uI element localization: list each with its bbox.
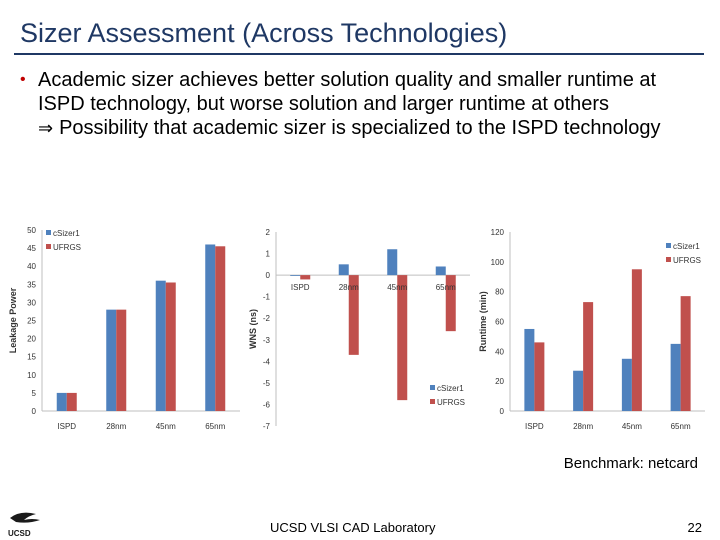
y-tick-label: -7 xyxy=(263,422,271,431)
bar-UFRGS-45nm xyxy=(631,269,642,411)
bar-UFRGS-28nm xyxy=(116,309,127,411)
bar-UFRGS-65nm xyxy=(445,275,456,332)
y-axis-label: Runtime (min) xyxy=(478,291,488,352)
y-tick-label: 50 xyxy=(27,226,36,235)
y-tick-label: 1 xyxy=(266,250,271,259)
bar-UFRGS-45nm xyxy=(397,275,408,401)
legend-entry: cSizer1 xyxy=(53,229,80,238)
slide-title: Sizer Assessment (Across Technologies) xyxy=(20,18,508,48)
x-tick-label: 45nm xyxy=(387,283,407,292)
y-tick-label: 60 xyxy=(495,318,504,327)
x-tick-label: ISPD xyxy=(291,283,310,292)
bar-cSizer1-ISPD xyxy=(524,328,535,411)
bar-cSizer1-45nm xyxy=(621,358,632,411)
y-tick-label: 45 xyxy=(27,244,36,253)
y-axis-label: WNS (ns) xyxy=(248,309,258,349)
legend-swatch xyxy=(46,230,51,235)
y-tick-label: 0 xyxy=(500,407,505,416)
y-tick-label: -2 xyxy=(263,314,271,323)
y-tick-label: -3 xyxy=(263,336,271,345)
bar-cSizer1-65nm xyxy=(205,244,216,411)
y-tick-label: 40 xyxy=(495,347,504,356)
legend-entry: UFRGS xyxy=(53,243,81,252)
x-tick-label: 65nm xyxy=(205,422,225,431)
legend-entry: UFRGS xyxy=(437,398,465,407)
y-tick-label: -6 xyxy=(263,400,271,409)
y-tick-label: 5 xyxy=(32,389,37,398)
y-tick-label: 25 xyxy=(27,317,36,326)
bar-cSizer1-28nm xyxy=(573,370,584,411)
bar-UFRGS-ISPD xyxy=(300,275,311,280)
y-tick-label: 35 xyxy=(27,280,36,289)
x-tick-label: 28nm xyxy=(573,422,593,431)
bar-UFRGS-ISPD xyxy=(534,342,545,411)
x-tick-label: ISPD xyxy=(57,422,76,431)
legend-swatch xyxy=(430,399,435,404)
bar-cSizer1-45nm xyxy=(155,280,166,411)
y-tick-label: 30 xyxy=(27,298,36,307)
benchmark-caption: Benchmark: netcard xyxy=(563,455,698,472)
bar-cSizer1-28nm xyxy=(338,264,349,276)
legend-swatch xyxy=(666,257,671,262)
legend-swatch xyxy=(430,385,435,390)
y-tick-label: 40 xyxy=(27,262,36,271)
y-tick-label: 20 xyxy=(495,377,504,386)
y-tick-label: 0 xyxy=(32,407,37,416)
y-tick-label: 120 xyxy=(491,228,505,237)
y-tick-label: 20 xyxy=(27,335,36,344)
x-tick-label: 28nm xyxy=(106,422,126,431)
y-tick-label: -5 xyxy=(263,379,271,388)
x-tick-label: ISPD xyxy=(525,422,544,431)
bar-cSizer1-65nm xyxy=(435,266,446,276)
y-tick-label: 80 xyxy=(495,288,504,297)
x-tick-label: 45nm xyxy=(622,422,642,431)
bullet-main-text: Academic sizer achieves better solution … xyxy=(38,69,657,115)
bar-cSizer1-45nm xyxy=(387,249,398,276)
bullet-dot-icon: • xyxy=(20,71,26,88)
bar-UFRGS-65nm xyxy=(680,296,691,411)
bullet-sub-text: Possibility that academic sizer is speci… xyxy=(59,117,661,139)
footer-lab-name: UCSD VLSI CAD Laboratory xyxy=(270,520,436,535)
bar-cSizer1-65nm xyxy=(670,343,681,411)
bar-UFRGS-28nm xyxy=(348,275,359,355)
legend-swatch xyxy=(46,244,51,249)
title-divider xyxy=(14,53,704,55)
svg-text:UCSD: UCSD xyxy=(8,529,31,538)
x-tick-label: 65nm xyxy=(436,283,456,292)
bar-UFRGS-45nm xyxy=(165,282,176,411)
legend-entry: cSizer1 xyxy=(673,242,700,251)
legend-swatch xyxy=(666,243,671,248)
x-tick-label: 65nm xyxy=(671,422,691,431)
y-tick-label: 10 xyxy=(27,371,36,380)
page-number: 22 xyxy=(687,520,702,535)
bullet-list: • Academic sizer achieves better solutio… xyxy=(20,68,700,141)
bar-UFRGS-65nm xyxy=(215,246,226,411)
y-axis-label: Leakage Power xyxy=(8,287,18,353)
x-tick-label: 28nm xyxy=(339,283,359,292)
implies-arrow-icon: ⇒ xyxy=(38,118,54,139)
y-tick-label: 100 xyxy=(491,258,505,267)
bullet-item: • Academic sizer achieves better solutio… xyxy=(20,68,700,116)
y-tick-label: 2 xyxy=(266,228,271,237)
bar-cSizer1-ISPD xyxy=(56,392,67,411)
bar-cSizer1-ISPD xyxy=(290,275,301,276)
y-tick-label: -4 xyxy=(263,357,271,366)
bar-UFRGS-28nm xyxy=(583,302,594,411)
legend-entry: cSizer1 xyxy=(437,384,464,393)
y-tick-label: 15 xyxy=(27,353,36,362)
x-tick-label: 45nm xyxy=(156,422,176,431)
legend-entry: UFRGS xyxy=(673,256,701,265)
bar-UFRGS-ISPD xyxy=(66,392,77,411)
bar-cSizer1-28nm xyxy=(106,309,117,411)
bullet-sub-item: ⇒ Possibility that academic sizer is spec… xyxy=(20,116,700,141)
y-tick-label: -1 xyxy=(263,293,271,302)
ucsd-logo: UCSD xyxy=(8,512,40,538)
y-tick-label: 0 xyxy=(266,271,271,280)
